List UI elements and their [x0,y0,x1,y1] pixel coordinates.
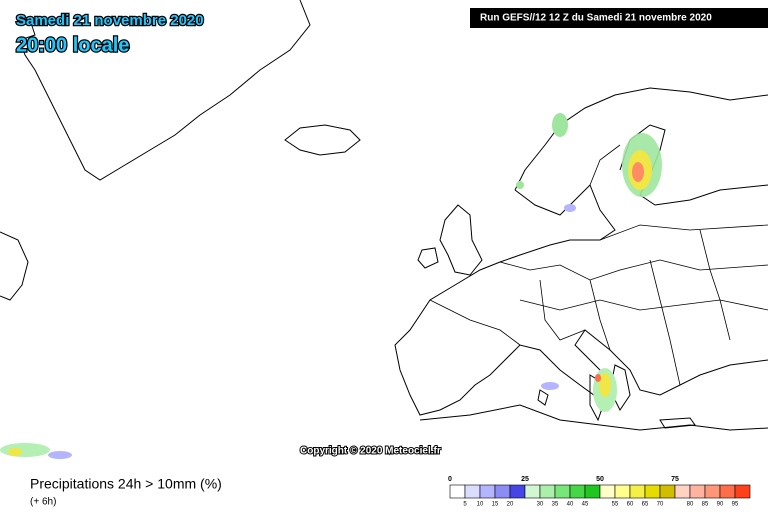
legend-minor-label: 55 [612,502,619,508]
date: Samedi 21 novembre 2020 [16,12,204,29]
legend-swatch [704,484,721,499]
legend: 0 25 50 75 5 10 15 20 30 35 40 45 55 60 65 70 80 85 90 95 [448,476,751,508]
legend-swatch [644,484,661,499]
legend-swatch [674,484,691,499]
legend-swatch [689,484,706,499]
legend-swatch [584,484,601,499]
legend-minor-label: 85 [702,502,709,508]
legend-swatch [719,484,736,499]
coastlines [0,0,768,431]
legend-swatch [464,484,481,499]
precipitation-areas [0,113,662,459]
legend-minor-label: 90 [717,502,724,508]
legend-minor-label: 60 [627,502,634,508]
legend-minor-label: 5 [463,502,467,508]
legend-swatch [449,484,466,499]
local-time: 20:00 locale [16,34,129,56]
legend-minor-label: 80 [687,502,694,508]
legend-minor-label: 10 [477,502,484,508]
legend-swatch [629,484,646,499]
copyright: Copyright © 2020 Meteociel.fr [300,446,441,457]
legend-major-label: 50 [596,476,604,483]
legend-swatch [599,484,616,499]
legend-minor-label: 20 [507,502,514,508]
legend-swatch [524,484,541,499]
legend-swatch [659,484,676,499]
legend-minor-label: 70 [657,502,664,508]
legend-minor-label: 30 [537,502,544,508]
legend-major-label: 75 [671,476,679,483]
legend-major-label: 25 [521,476,529,483]
legend-minor-label: 35 [552,502,559,508]
lead-time: (+ 6h) [30,497,56,508]
legend-swatch [509,484,526,499]
product-title: Precipitations 24h > 10mm (%) [30,476,222,492]
legend-swatch [494,484,511,499]
legend-swatch [734,484,751,499]
legend-swatch [479,484,496,499]
legend-minor-label: 65 [642,502,649,508]
legend-swatch [554,484,571,499]
legend-major-label: 0 [448,476,452,483]
legend-swatch [614,484,631,499]
legend-minor-label: 45 [582,502,589,508]
legend-swatch [569,484,586,499]
run-box [470,8,768,28]
legend-swatch [539,484,556,499]
legend-minor-label: 15 [492,502,499,508]
borders [429,144,768,386]
legend-minor-label: 40 [567,502,574,508]
run-info: Run GEFS//12 12 Z du Samedi 21 novembre … [480,13,712,24]
legend-minor-label: 95 [732,502,739,508]
